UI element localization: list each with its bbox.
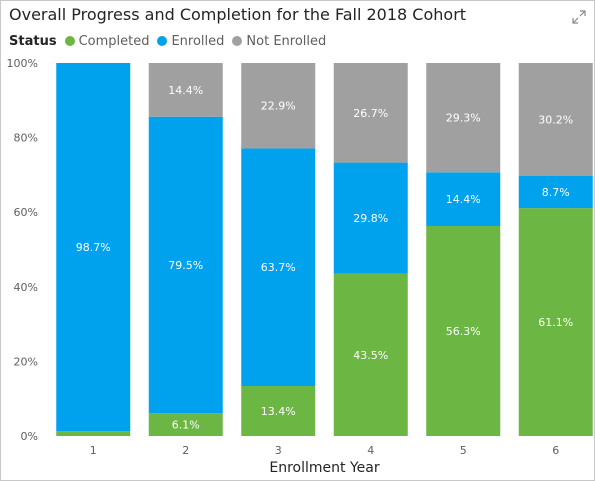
bar-enrolled[interactable] [518,175,593,209]
bar-completed[interactable] [148,413,223,436]
data-label: 14.4% [446,193,481,206]
bar-not-enrolled[interactable] [241,63,316,149]
legend-item-completed[interactable]: Completed [64,33,150,49]
legend-label-not-enrolled: Not Enrolled [246,33,327,49]
x-axis-title: Enrollment Year [269,460,379,476]
legend-swatch-enrolled [157,36,168,46]
bar-completed[interactable] [241,386,316,436]
data-label: 29.8% [353,212,388,225]
data-label: 26.7% [353,107,388,120]
data-label: 98.7% [76,241,111,254]
data-label: 8.7% [542,186,570,199]
x-tick-label: 1 [90,444,97,457]
y-tick-label: 20% [14,355,38,368]
bar-enrolled[interactable] [56,63,131,432]
y-tick-label: 40% [14,281,38,294]
x-tick-label: 5 [460,444,467,457]
y-tick-label: 60% [14,206,38,219]
data-label: 56.3% [446,325,481,338]
y-tick-label: 100% [7,57,38,70]
bar-completed[interactable] [56,431,131,436]
data-label: 22.9% [261,100,296,113]
bar-completed[interactable] [426,226,501,436]
x-tick-label: 6 [552,444,559,457]
legend-item-not-enrolled[interactable]: Not Enrolled [232,34,326,49]
legend-label-enrolled: Enrolled [171,33,225,49]
data-label: 79.5% [168,259,203,272]
focus-mode-icon[interactable] [572,10,586,24]
data-label: 30.2% [538,113,573,126]
bar-enrolled[interactable] [333,162,408,274]
x-tick-label: 4 [367,444,374,457]
legend-swatch-not-enrolled [232,36,243,46]
legend-item-enrolled[interactable]: Enrolled [157,34,224,49]
bar-not-enrolled[interactable] [426,63,501,173]
bar-enrolled[interactable] [241,148,316,387]
bar-enrolled[interactable] [148,116,223,414]
data-label: 6.1% [172,419,200,432]
y-tick-label: 0% [21,430,38,443]
bar-not-enrolled[interactable] [518,63,593,176]
y-tick-label: 80% [14,132,38,145]
data-label: 43.5% [353,349,388,362]
data-label: 14.4% [168,84,203,97]
chart-title: Overall Progress and Completion for the … [9,5,467,24]
x-tick-label: 3 [275,444,282,457]
legend-swatch-completed [64,36,75,46]
legend: Status Completed Enrolled Not Enrolled [9,32,334,50]
data-label: 63.7% [261,261,296,274]
bar-not-enrolled[interactable] [333,63,408,163]
data-label: 13.4% [261,405,296,418]
bar-enrolled[interactable] [426,172,501,227]
data-label: 29.3% [446,112,481,125]
bar-not-enrolled[interactable] [148,63,223,117]
x-tick-label: 2 [182,444,189,457]
bar-completed[interactable] [518,208,593,436]
data-label: 61.1% [538,316,573,329]
bar-completed[interactable] [333,273,408,436]
legend-label-completed: Completed [78,33,150,49]
legend-title: Status [9,33,57,49]
